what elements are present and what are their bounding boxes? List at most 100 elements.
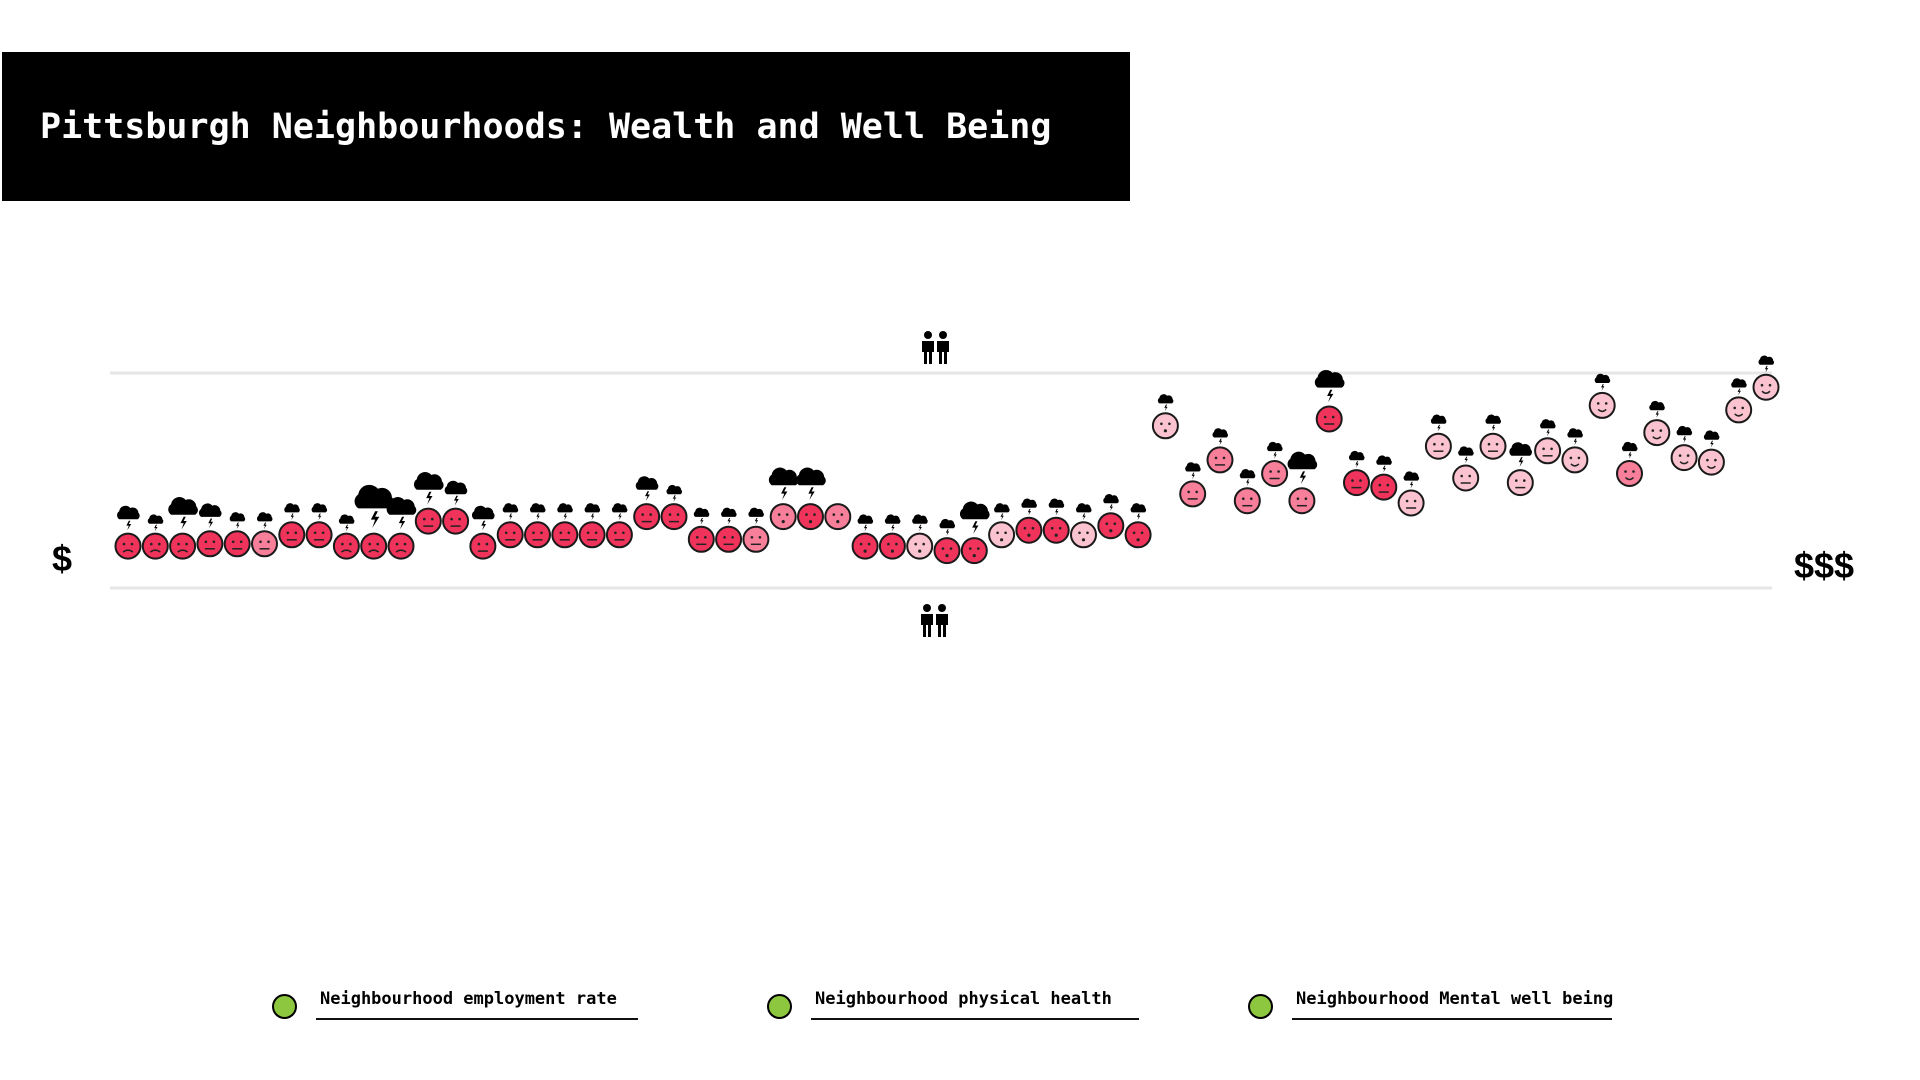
neighbourhood-point <box>768 467 799 531</box>
face-marker <box>1588 391 1616 419</box>
face-marker <box>469 532 497 560</box>
neighbourhood-point <box>1097 494 1125 540</box>
storm-cloud-icon <box>994 503 1010 521</box>
face-marker <box>414 507 442 535</box>
storm-cloud-icon <box>413 472 444 505</box>
face-marker <box>715 525 743 553</box>
people-icon <box>922 331 949 364</box>
face-marker <box>660 503 688 531</box>
face-marker <box>1725 396 1753 424</box>
face-marker <box>633 503 661 531</box>
neighbourhood-point <box>551 503 579 549</box>
storm-cloud-icon <box>502 503 519 521</box>
face-marker <box>1179 480 1207 508</box>
storm-cloud-icon <box>584 503 601 521</box>
face-marker <box>851 532 879 560</box>
storm-cloud-icon <box>1239 469 1256 486</box>
neighbourhood-point <box>1561 428 1589 474</box>
neighbourhood-point <box>1015 498 1043 544</box>
storm-cloud-icon <box>959 501 990 534</box>
face-marker <box>1288 487 1316 515</box>
neighbourhood-point <box>251 512 278 558</box>
neighbourhood-point <box>496 503 524 549</box>
storm-cloud-icon <box>1021 498 1037 516</box>
neighbourhood-point <box>168 497 198 560</box>
storm-cloud-icon <box>1676 425 1693 443</box>
storm-cloud-icon <box>229 512 246 530</box>
neighbourhood-point <box>1643 400 1671 447</box>
face-marker <box>1124 521 1152 549</box>
neighbourhood-point <box>796 467 826 531</box>
title-bar: Pittsburgh Neighbourhoods: Wealth and We… <box>2 52 1130 201</box>
storm-cloud-icon <box>1485 414 1502 432</box>
legend-underline <box>811 1018 1139 1020</box>
face-marker <box>141 532 169 560</box>
legend-dot-icon <box>767 994 792 1019</box>
neighbourhood-point <box>1725 378 1753 424</box>
storm-cloud-icon <box>529 503 546 521</box>
storm-cloud-icon <box>1157 394 1174 412</box>
neighbourhood-point <box>1206 428 1234 474</box>
neighbourhood-point <box>278 503 306 549</box>
face-marker <box>769 503 797 531</box>
storm-cloud-icon <box>117 505 140 531</box>
face-marker <box>578 521 606 549</box>
neighbourhood-point <box>1534 419 1562 465</box>
storm-cloud-icon <box>444 480 468 506</box>
storm-cloud-icon <box>1731 378 1747 396</box>
storm-cloud-icon <box>1267 441 1283 459</box>
storm-cloud-icon <box>1567 428 1583 446</box>
face-marker <box>1233 487 1261 515</box>
storm-cloud-icon <box>796 467 826 500</box>
neighbourhood-point <box>1343 450 1370 497</box>
face-marker <box>1561 446 1589 474</box>
neighbourhood-point <box>1616 441 1643 487</box>
neighbourhood-point <box>988 503 1016 549</box>
neighbourhood-point <box>524 503 551 549</box>
storm-cloud-icon <box>1048 498 1065 516</box>
neighbourhood-point <box>605 503 633 549</box>
chart-marks <box>114 355 1780 565</box>
face-marker <box>1151 412 1179 440</box>
face-marker <box>1752 373 1780 401</box>
face-marker <box>114 532 142 560</box>
face-marker <box>332 532 360 560</box>
neighbourhood-point <box>114 505 142 560</box>
face-marker <box>196 530 224 558</box>
storm-cloud-icon <box>1075 503 1092 521</box>
neighbourhood-point <box>1233 469 1261 515</box>
face-marker <box>169 532 197 560</box>
neighbourhood-point <box>469 505 497 560</box>
neighbourhood-point <box>1287 451 1318 515</box>
face-marker <box>988 521 1016 549</box>
neighbourhood-point <box>633 476 661 531</box>
neighbourhood-point <box>715 507 743 553</box>
storm-cloud-icon <box>912 514 928 532</box>
storm-cloud-icon <box>354 484 395 528</box>
neighbourhood-point <box>851 514 879 560</box>
storm-cloud-icon <box>1212 428 1229 446</box>
neighbourhood-point <box>1370 455 1398 501</box>
face-marker <box>387 532 415 560</box>
storm-cloud-icon <box>1348 450 1365 468</box>
face-marker <box>1070 521 1097 549</box>
face-marker <box>278 521 306 549</box>
face-marker <box>960 537 988 565</box>
storm-cloud-icon <box>1430 414 1447 432</box>
legend-underline <box>316 1018 638 1020</box>
face-marker <box>742 525 770 553</box>
storm-cloud-icon <box>1376 455 1392 473</box>
neighbourhood-point <box>1670 425 1698 472</box>
storm-cloud-icon <box>857 514 874 532</box>
neighbourhood-point <box>1752 355 1780 401</box>
storm-cloud-icon <box>147 514 164 532</box>
face-marker <box>1370 473 1398 501</box>
storm-cloud-icon <box>884 514 901 532</box>
face-marker <box>1206 446 1234 474</box>
storm-cloud-icon <box>557 503 573 521</box>
neighbourhood-point <box>1124 503 1152 549</box>
legend-dot-icon <box>1248 994 1273 1019</box>
neighbourhood-point <box>1314 369 1345 433</box>
storm-cloud-icon <box>1621 441 1638 459</box>
neighbourhood-point <box>1179 462 1207 508</box>
